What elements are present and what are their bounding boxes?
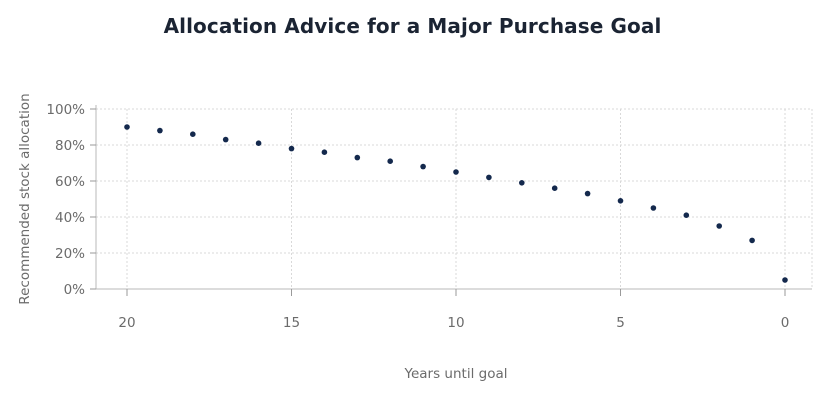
data-point xyxy=(683,212,690,218)
data-point xyxy=(617,198,624,204)
data-point xyxy=(420,163,426,170)
x-tick-label: 15 xyxy=(283,315,300,331)
x-tick-label: 10 xyxy=(447,315,464,331)
data-point xyxy=(782,277,788,283)
data-point xyxy=(650,205,657,211)
y-axis-label: Recommended stock allocation xyxy=(17,93,33,304)
y-tick-label: 40% xyxy=(55,210,85,226)
data-points xyxy=(124,124,788,283)
data-point xyxy=(584,190,591,197)
axes xyxy=(95,105,812,290)
data-point xyxy=(288,145,295,152)
x-tick-label: 5 xyxy=(616,315,625,331)
data-point xyxy=(551,185,558,191)
data-point xyxy=(354,154,361,161)
data-point xyxy=(749,237,755,244)
data-point xyxy=(716,223,722,229)
y-tick-label: 20% xyxy=(55,246,85,262)
data-point xyxy=(222,136,229,143)
y-tick-label: 60% xyxy=(55,174,85,190)
data-point xyxy=(453,169,459,175)
chart-title: Allocation Advice for a Major Purchase G… xyxy=(163,14,662,38)
data-point xyxy=(124,124,130,130)
y-tick-label: 0% xyxy=(64,282,86,298)
x-axis-ticks: 20 15 10 5 0 xyxy=(118,289,789,331)
data-point xyxy=(486,174,492,181)
y-tick-label: 80% xyxy=(55,138,85,154)
data-point xyxy=(190,131,196,137)
x-tick-label: 20 xyxy=(118,315,135,331)
x-tick-label: 0 xyxy=(781,315,790,331)
data-point xyxy=(255,140,262,146)
data-point xyxy=(519,180,525,186)
y-axis-ticks: 0% 20% 40% 60% 80% 100% xyxy=(46,102,96,298)
y-tick-label: 100% xyxy=(46,102,85,118)
x-axis-label: Years until goal xyxy=(404,366,508,382)
grid-lines xyxy=(96,108,813,289)
data-point xyxy=(321,149,328,155)
data-point xyxy=(157,127,163,134)
data-point xyxy=(387,158,394,164)
